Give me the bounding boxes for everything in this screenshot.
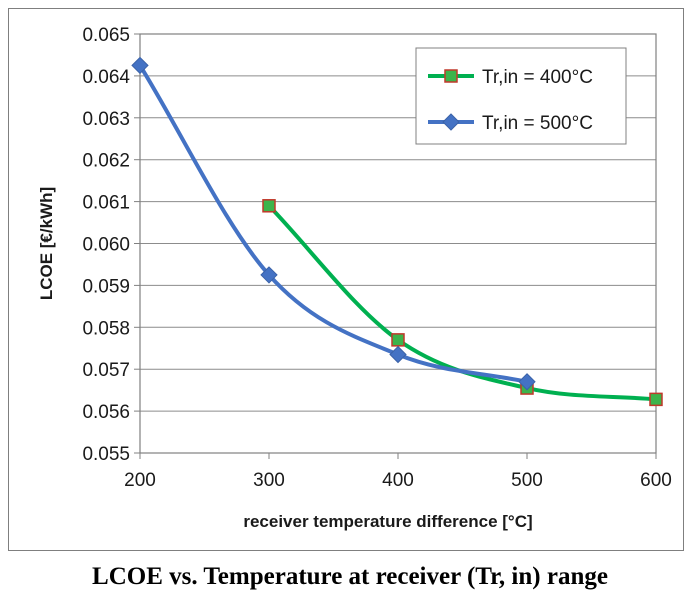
x-tick-label: 300 <box>253 470 285 491</box>
x-tick-label: 600 <box>640 470 672 491</box>
legend-label-400: Tr,in = 400°C <box>482 67 593 88</box>
x-tick-label: 200 <box>124 470 156 491</box>
legend: Tr,in = 400°C Tr,in = 500°C <box>415 47 627 145</box>
y-tick-label: 0.060 <box>82 235 130 256</box>
figure-caption: LCOE vs. Temperature at receiver (Tr, in… <box>92 563 608 590</box>
y-axis-title: LCOE [€/kWh] <box>37 187 56 300</box>
legend-marker-400 <box>444 69 458 83</box>
y-tick-label: 0.057 <box>82 360 130 381</box>
data-point-diamond <box>260 266 278 284</box>
x-axis-title: receiver temperature difference [°C] <box>243 512 532 531</box>
series-layer <box>131 56 663 407</box>
data-point-diamond <box>518 373 536 391</box>
y-tick-label: 0.062 <box>82 151 130 172</box>
data-point-diamond <box>131 56 149 75</box>
x-tick-label: 400 <box>382 470 414 491</box>
x-tick-label: 500 <box>511 470 543 491</box>
y-tick-label: 0.064 <box>82 67 130 88</box>
legend-marker-500 <box>442 113 460 131</box>
data-point-square <box>649 392 663 407</box>
y-tick-label: 0.059 <box>82 276 130 297</box>
y-tick-label: 0.065 <box>82 25 130 46</box>
y-tick-label: 0.055 <box>82 444 130 465</box>
y-tick-label: 0.063 <box>82 109 130 130</box>
y-tick-labels: 0.055 0.056 0.057 0.058 0.059 0.060 0.061 0.062… <box>82 25 140 465</box>
y-tick-label: 0.058 <box>82 318 130 339</box>
y-tick-label: 0.061 <box>82 193 130 214</box>
chart: 0.055 0.056 0.057 0.058 0.059 0.060 0.061 0.062… <box>37 25 672 531</box>
data-point-square <box>391 333 405 347</box>
series-line-1 <box>138 64 528 384</box>
data-point-diamond <box>389 345 407 364</box>
legend-label-500: Tr,in = 500°C <box>482 113 593 134</box>
x-tick-labels: 200 300 400 500 600 <box>124 453 672 491</box>
data-point-square <box>262 199 276 213</box>
y-tick-label: 0.056 <box>82 402 130 423</box>
